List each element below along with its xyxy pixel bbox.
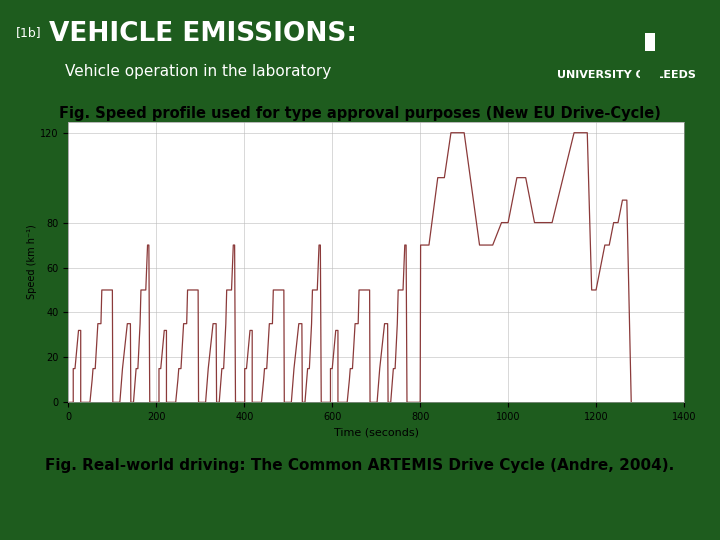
Text: VEHICLE EMISSIONS:: VEHICLE EMISSIONS: bbox=[49, 21, 357, 47]
X-axis label: Time (seconds): Time (seconds) bbox=[333, 428, 419, 437]
Bar bbox=[645, 32, 654, 51]
Text: Fig. Speed profile used for type approval purposes (New EU Drive-Cycle): Fig. Speed profile used for type approva… bbox=[59, 106, 661, 120]
Text: [1b]: [1b] bbox=[16, 26, 42, 39]
Text: Fig. Real-world driving: The Common ARTEMIS Drive Cycle (Andre, 2004).: Fig. Real-world driving: The Common ARTE… bbox=[45, 457, 675, 472]
Text: UNIVERSITY OF LEEDS: UNIVERSITY OF LEEDS bbox=[557, 70, 696, 80]
Bar bbox=[634, 13, 643, 24]
Text: Vehicle operation in the laboratory: Vehicle operation in the laboratory bbox=[65, 64, 331, 79]
Bar bbox=[645, 13, 654, 24]
Y-axis label: Speed (km h⁻¹): Speed (km h⁻¹) bbox=[27, 225, 37, 299]
Bar bbox=[640, 18, 660, 80]
Bar bbox=[657, 13, 667, 24]
